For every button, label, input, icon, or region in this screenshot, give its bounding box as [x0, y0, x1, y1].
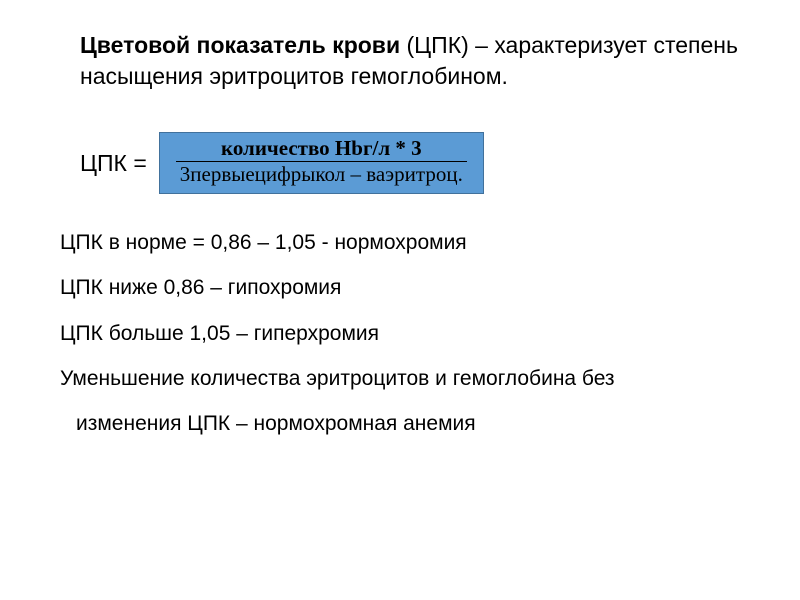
formula-label: ЦПК =: [80, 150, 147, 177]
formula-row: ЦПК = количество Hbг/л * 3 3первыецифрык…: [80, 132, 750, 194]
content-line-1: ЦПК в норме = 0,86 – 1,05 - нормохромия: [60, 229, 750, 256]
formula-fraction: количество Hbг/л * 3 3первыецифрыкол – в…: [176, 136, 467, 187]
content-line-5: изменения ЦПК – нормохромная анемия: [60, 410, 750, 437]
content-line-2: ЦПК ниже 0,86 – гипохромия: [60, 274, 750, 301]
content-line-4: Уменьшение количества эритроцитов и гемо…: [60, 365, 750, 392]
content-list: ЦПК в норме = 0,86 – 1,05 - нормохромия …: [60, 229, 750, 437]
title-bold-part: Цветовой показатель крови: [80, 32, 400, 58]
formula-numerator: количество Hbг/л * 3: [176, 136, 467, 162]
formula-denominator: 3первыецифрыкол – ваэритроц.: [176, 162, 467, 187]
content-line-3: ЦПК больше 1,05 – гиперхромия: [60, 320, 750, 347]
title-text: Цветовой показатель крови (ЦПК) – характ…: [80, 30, 750, 92]
formula-box: количество Hbг/л * 3 3первыецифрыкол – в…: [159, 132, 484, 194]
